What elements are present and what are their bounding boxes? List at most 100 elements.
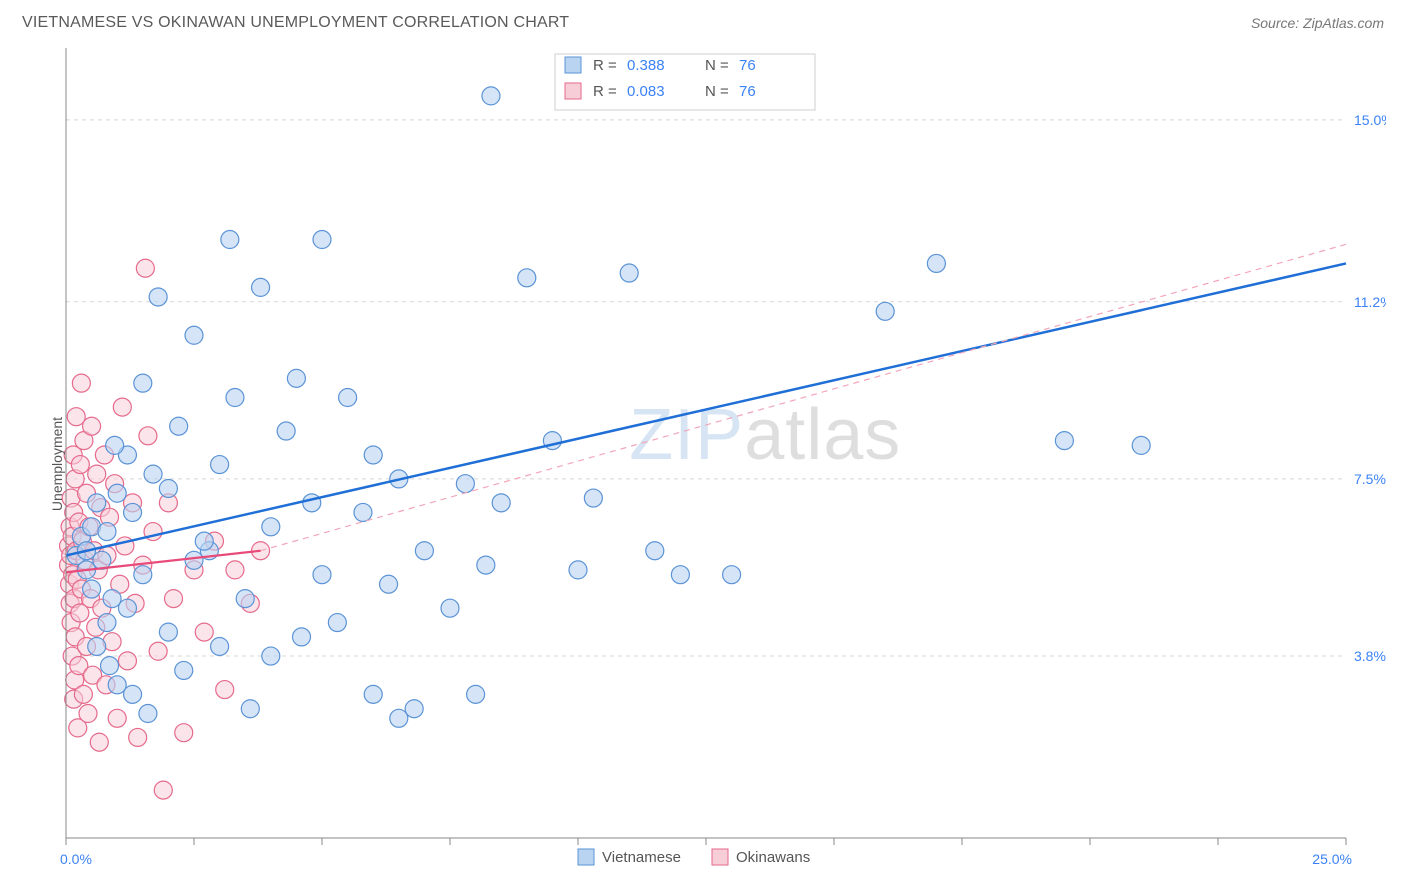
stats-r-label: R = <box>593 83 617 100</box>
stats-swatch <box>565 83 581 99</box>
data-point <box>313 231 331 249</box>
data-point <box>876 302 894 320</box>
data-point <box>129 728 147 746</box>
chart-header: VIETNAMESE VS OKINAWAN UNEMPLOYMENT CORR… <box>0 0 1406 40</box>
chart-title: VIETNAMESE VS OKINAWAN UNEMPLOYMENT CORR… <box>22 14 569 32</box>
data-point <box>364 446 382 464</box>
legend-swatch <box>578 849 594 865</box>
data-point <box>124 503 142 521</box>
data-point <box>159 479 177 497</box>
data-point <box>1055 432 1073 450</box>
data-point <box>313 566 331 584</box>
data-point <box>646 542 664 560</box>
chart-source: Source: ZipAtlas.com <box>1251 15 1384 31</box>
data-point <box>124 685 142 703</box>
data-point <box>175 724 193 742</box>
data-point <box>139 427 157 445</box>
data-point <box>241 700 259 718</box>
stats-n-value: 76 <box>739 57 756 74</box>
data-point <box>569 561 587 579</box>
y-tick-label: 7.5% <box>1354 471 1386 487</box>
regression-line <box>66 263 1346 555</box>
data-point <box>113 398 131 416</box>
data-point <box>185 326 203 344</box>
data-point <box>380 575 398 593</box>
watermark: ZIPatlas <box>629 395 901 475</box>
data-point <box>221 231 239 249</box>
data-point <box>339 389 357 407</box>
data-point <box>74 685 92 703</box>
data-point <box>236 590 254 608</box>
y-tick-label: 3.8% <box>1354 648 1386 664</box>
data-point <box>136 259 154 277</box>
data-point <box>175 661 193 679</box>
stats-n-value: 76 <box>739 83 756 100</box>
data-point <box>79 705 97 723</box>
data-point <box>441 599 459 617</box>
data-point <box>83 580 101 598</box>
stats-n-label: N = <box>705 57 729 74</box>
data-point <box>88 637 106 655</box>
data-point <box>262 647 280 665</box>
data-point <box>165 590 183 608</box>
stats-r-label: R = <box>593 57 617 74</box>
data-point <box>723 566 741 584</box>
data-point <box>262 518 280 536</box>
data-point <box>927 254 945 272</box>
data-point <box>211 637 229 655</box>
data-point <box>108 484 126 502</box>
data-point <box>467 685 485 703</box>
data-point <box>456 475 474 493</box>
data-point <box>103 590 121 608</box>
data-point <box>518 269 536 287</box>
data-point <box>134 566 152 584</box>
data-point <box>328 614 346 632</box>
data-point <box>72 374 90 392</box>
data-point <box>364 685 382 703</box>
data-point <box>287 369 305 387</box>
data-point <box>216 681 234 699</box>
data-point <box>83 417 101 435</box>
data-point <box>477 556 495 574</box>
data-point <box>134 374 152 392</box>
data-point <box>492 494 510 512</box>
data-point <box>252 278 270 296</box>
data-point <box>139 705 157 723</box>
x-tick-label: 0.0% <box>60 851 92 867</box>
data-point <box>1132 436 1150 454</box>
data-point <box>88 465 106 483</box>
data-point <box>149 288 167 306</box>
data-point <box>195 623 213 641</box>
data-point <box>185 551 203 569</box>
data-point <box>159 623 177 641</box>
data-point <box>88 494 106 512</box>
y-tick-label: 11.2% <box>1354 294 1386 310</box>
data-point <box>149 642 167 660</box>
legend-label: Okinawans <box>736 849 810 866</box>
data-point <box>211 456 229 474</box>
data-point <box>671 566 689 584</box>
stats-swatch <box>565 57 581 73</box>
data-point <box>293 628 311 646</box>
data-point <box>108 709 126 727</box>
data-point <box>106 436 124 454</box>
stats-r-value: 0.388 <box>627 57 665 74</box>
stats-r-value: 0.083 <box>627 83 665 100</box>
data-point <box>620 264 638 282</box>
data-point <box>101 657 119 675</box>
data-point <box>170 417 188 435</box>
y-axis-label: Unemployment <box>49 417 65 511</box>
data-point <box>226 389 244 407</box>
data-point <box>303 494 321 512</box>
data-point <box>144 465 162 483</box>
data-point <box>98 614 116 632</box>
chart-container: Unemployment 3.8%7.5%11.2%15.0%ZIPatlas0… <box>20 44 1386 884</box>
data-point <box>195 532 213 550</box>
data-point <box>118 599 136 617</box>
regression-extrapolation <box>261 244 1346 550</box>
data-point <box>390 709 408 727</box>
data-point <box>67 408 85 426</box>
legend-swatch <box>712 849 728 865</box>
data-point <box>71 456 89 474</box>
data-point <box>154 781 172 799</box>
